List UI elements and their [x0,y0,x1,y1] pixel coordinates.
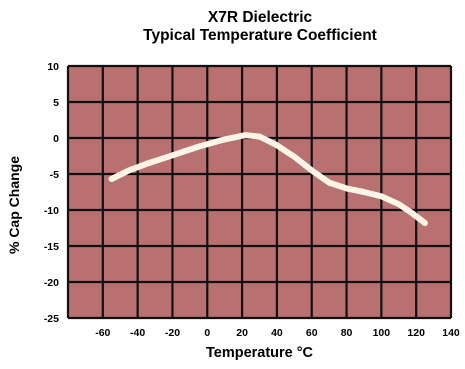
x-tick-label: 40 [271,327,283,339]
x-tick-label: 60 [306,327,318,339]
plot-background [68,66,451,318]
x-tick-label: -60 [95,327,110,339]
x-axis-label: Temperature °C [205,345,314,361]
x-tick-label: 80 [341,327,353,339]
y-tick-label: -20 [44,277,59,289]
x-tick-label: -40 [130,327,145,339]
x-tick-label: 140 [442,327,460,339]
y-tick-label: 0 [53,133,59,145]
x-tick-label: 100 [373,327,391,339]
x-tick-label: 120 [407,327,425,339]
y-tick-label: -10 [44,205,59,217]
chart-subtitle: Typical Temperature Coefficient [143,27,377,44]
x-tick-label: -20 [165,327,180,339]
chart-title: X7R Dielectric [207,9,313,26]
y-tick-label: -25 [44,313,59,325]
y-tick-label: -5 [50,169,59,181]
y-tick-label: 10 [47,61,59,73]
series-line [108,132,428,226]
y-tick-label: 5 [53,97,59,109]
y-tick-label: -15 [44,241,59,253]
x-tick-label: 0 [204,327,210,339]
x-tick-label: 20 [236,327,248,339]
